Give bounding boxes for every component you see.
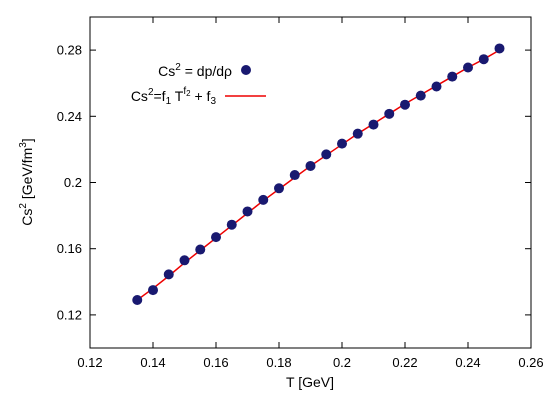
legend: Cs2 = dp/dρ Cs2=f1 Tf2 + f3	[131, 62, 266, 107]
x-tick-label: 0.12	[77, 355, 102, 370]
data-point	[226, 219, 237, 230]
legend-label-fit: Cs2=f1 Tf2 + f3	[131, 86, 217, 107]
data-point	[274, 183, 284, 194]
data-point	[132, 295, 143, 305]
y-tick-label: 0.28	[57, 43, 82, 58]
data-point	[211, 232, 221, 243]
x-tick-label: 0.14	[140, 355, 165, 370]
data-point	[179, 255, 190, 266]
data-point	[337, 138, 347, 149]
y-tick-label: 0.16	[57, 241, 82, 256]
axis-ticks	[89, 17, 532, 348]
data-point	[431, 81, 442, 92]
data-point	[352, 128, 363, 139]
x-tick-label: 0.26	[518, 355, 543, 370]
legend-label-points: Cs2 = dp/dρ	[158, 62, 232, 79]
x-tick-label: 0.24	[455, 355, 480, 370]
data-point	[463, 62, 473, 73]
data-point	[258, 194, 269, 205]
data-point	[195, 244, 206, 255]
data-point	[494, 43, 505, 54]
x-axis-label: T [GeV]	[286, 374, 334, 390]
data-point	[148, 285, 158, 296]
x-tick-label: 0.18	[266, 355, 291, 370]
data-point	[447, 71, 458, 82]
data-point	[163, 269, 174, 280]
x-tick-labels: 0.12 0.14 0.16 0.18 0.2 0.22 0.24 0.26	[77, 355, 543, 370]
data-points-layer	[132, 43, 505, 305]
data-point	[400, 99, 410, 110]
x-tick-label: 0.16	[203, 355, 228, 370]
data-point	[321, 149, 332, 160]
legend-marker-points	[241, 65, 251, 75]
data-point	[478, 54, 489, 65]
data-point	[305, 160, 316, 171]
x-tick-label: 0.22	[392, 355, 417, 370]
x-tick-label: 0.2	[333, 355, 351, 370]
y-tick-label: 0.24	[57, 109, 82, 124]
y-tick-labels: 0.12 0.16 0.2 0.24 0.28	[57, 43, 82, 323]
y-axis-label: Cs2 [GeV/fm3]	[18, 138, 35, 225]
data-point	[384, 108, 395, 119]
data-point	[368, 119, 379, 130]
data-point	[415, 90, 426, 101]
y-tick-label: 0.2	[64, 175, 82, 190]
data-point	[289, 170, 300, 181]
y-tick-label: 0.12	[57, 307, 82, 322]
data-point	[242, 206, 253, 217]
